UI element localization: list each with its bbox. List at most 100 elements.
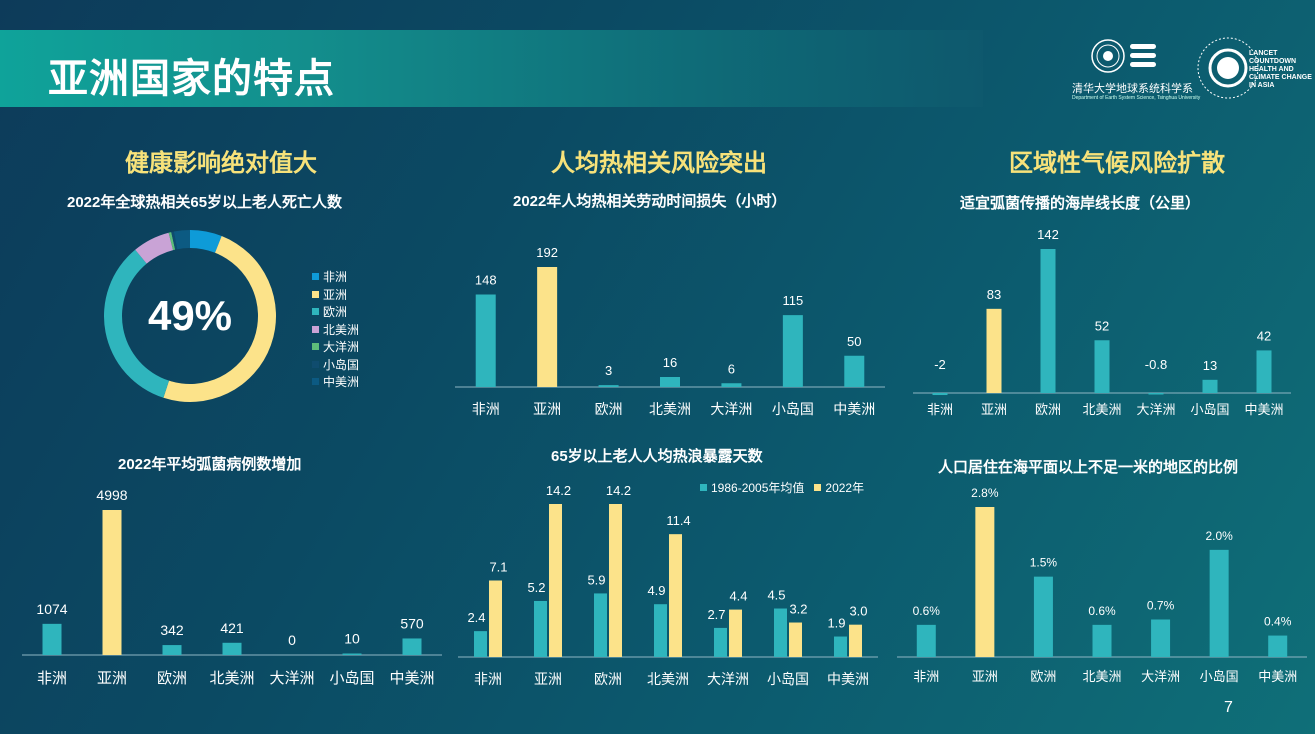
legend-swatch: [312, 378, 319, 385]
bar: [1203, 380, 1218, 393]
bar-value-label: 142: [1037, 227, 1059, 242]
bar-2022: [669, 534, 682, 657]
category-label: 非洲: [927, 402, 953, 417]
bar: [933, 393, 948, 395]
legend-item: 亚洲: [312, 286, 359, 304]
legend-item: 大洋洲: [312, 338, 359, 356]
bar-value-label: 6: [728, 361, 735, 376]
category-label: 亚洲: [97, 670, 127, 687]
chart-title-labor: 2022年人均热相关劳动时间损失（小时）: [513, 190, 786, 211]
category-label: 中美洲: [1244, 402, 1283, 417]
bar: [1210, 550, 1229, 657]
category-label: 大洋洲: [269, 670, 314, 687]
legend-item: 欧洲: [312, 303, 359, 321]
bar-value-label: 115: [782, 293, 803, 308]
slide-title: 亚洲国家的特点: [48, 46, 335, 104]
bar-value-label: 148: [475, 273, 497, 288]
bar-value-label: 42: [1257, 328, 1271, 343]
legend-item: 非洲: [312, 268, 359, 286]
legend-label: 小岛国: [323, 356, 359, 373]
section-title-3: 区域性气候风险扩散: [1009, 143, 1225, 178]
bar: [721, 383, 741, 387]
bar-2022: [489, 581, 502, 658]
bar-value-label: 13: [1203, 358, 1217, 373]
bar-value-label: 52: [1095, 318, 1109, 333]
legend-swatch: [312, 273, 319, 280]
chart-title-deaths: 2022年全球热相关65岁以上老人死亡人数: [67, 191, 342, 212]
bar-value-label: 0.7%: [1147, 599, 1175, 613]
bar: [1093, 625, 1112, 657]
bar: [43, 624, 62, 655]
bar-value-label: 3.0: [849, 604, 867, 619]
bar-2022: [789, 623, 802, 657]
category-label: 小岛国: [767, 671, 809, 687]
bar-chart-sea-level: 0.6% 非洲 2.8% 亚洲 1.5% 欧洲 0.6% 北美洲 0.7% 大洋洲 2.0% 小岛国 0…: [897, 480, 1307, 695]
category-label: 欧洲: [594, 671, 622, 687]
bar-value-label: 421: [220, 620, 244, 636]
legend-swatch-baseline: [700, 484, 707, 491]
bar-value-label: -2: [934, 357, 946, 372]
bar-value-label: 3.2: [789, 602, 807, 617]
category-label: 大洋洲: [710, 401, 752, 417]
bar-value-label: 0.6%: [1088, 604, 1116, 618]
bar: [660, 377, 680, 387]
bar: [403, 638, 422, 655]
bar-value-label: 16: [663, 355, 677, 370]
legend-label: 中美洲: [323, 373, 359, 390]
bar-value-label: 4.5: [767, 588, 785, 603]
bar-value-label: 10: [344, 631, 360, 647]
bar-value-label: 2.8%: [971, 486, 999, 500]
bar-value-label: 14.2: [606, 483, 631, 498]
bar-value-label: 11.4: [666, 513, 690, 528]
chart-title-sea-level: 人口居住在海平面以上不足一米的地区的比例: [938, 456, 1238, 477]
legend-swatch: [312, 361, 319, 368]
legend-label-baseline: 1986-2005年均值: [711, 479, 804, 496]
legend-label: 北美洲: [323, 321, 359, 338]
bar: [917, 625, 936, 657]
category-label: 欧洲: [1030, 669, 1056, 684]
category-label: 北美洲: [209, 670, 254, 687]
category-label: 中美洲: [833, 401, 875, 417]
category-label: 小岛国: [772, 401, 814, 417]
category-label: 非洲: [913, 669, 939, 684]
chart-title-vibrio-cases: 2022年平均弧菌病例数增加: [118, 453, 301, 474]
bar-value-label: 50: [847, 334, 861, 349]
legend-label-2022: 2022年: [825, 479, 864, 496]
donut-center-label: 49%: [104, 292, 276, 340]
bar-chart-heatwave: 2.47.1非洲5.214.2亚洲5.914.2欧洲4.911.4北美洲2.74…: [458, 480, 878, 695]
bar-chart-coastline: -2 非洲 83 亚洲 142 欧洲 52 北美洲 -0.8 大洋洲 13 小岛国 42 中美洲: [913, 222, 1291, 424]
legend-label: 亚洲: [323, 286, 347, 303]
category-label: 亚洲: [981, 402, 1007, 417]
legend-item: 小岛国: [312, 356, 359, 374]
bar-baseline: [714, 628, 727, 657]
legend-swatch: [312, 308, 319, 315]
bar: [844, 356, 864, 387]
heatwave-legend: 1986-2005年均值 2022年: [694, 479, 864, 496]
category-label: 大洋洲: [1136, 402, 1175, 417]
category-label: 非洲: [474, 671, 502, 687]
bar-value-label: 14.2: [546, 483, 571, 498]
bar: [343, 654, 362, 656]
bar-value-label: 5.9: [587, 572, 605, 587]
bar: [1151, 620, 1170, 658]
legend-swatch: [312, 326, 319, 333]
bar-chart-labor: 148非洲192亚洲3欧洲16北美洲6大洋洲115小岛国50中美洲: [455, 230, 885, 425]
bar-value-label: 4.4: [729, 589, 747, 604]
category-label: 大洋洲: [1141, 669, 1180, 684]
category-label: 中美洲: [389, 670, 434, 687]
bar: [537, 267, 557, 387]
bar: [599, 385, 619, 387]
donut-legend: 非洲 亚洲 欧洲 北美洲 大洋洲 小岛国 中美洲: [312, 268, 359, 391]
bar-value-label: -0.8: [1145, 357, 1167, 372]
tsinghua-seal-icon: [1092, 40, 1124, 72]
bar-value-label: 1074: [36, 601, 67, 617]
category-label: 北美洲: [649, 401, 691, 417]
chart-title-coastline: 适宜弧菌传播的海岸线长度（公里）: [960, 192, 1200, 213]
category-label: 欧洲: [595, 401, 623, 417]
category-label: 亚洲: [534, 671, 562, 687]
bar: [1041, 249, 1056, 393]
bar-value-label: 2.7: [707, 607, 725, 622]
legend-item: 北美洲: [312, 321, 359, 339]
bar-value-label: 0.6%: [913, 604, 941, 618]
tsinghua-text: 清华大学地球系统科学系: [1072, 80, 1193, 96]
